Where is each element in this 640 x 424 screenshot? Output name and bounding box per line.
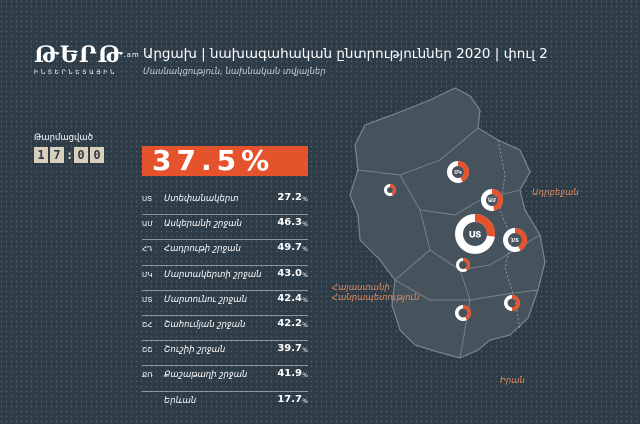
map-inner-border-1 <box>357 127 479 176</box>
region-name: Ասկերանի շրջան <box>164 219 242 230</box>
label-iran: Իրան <box>500 376 525 386</box>
table-row: ՀԴ Հադրութի շրջան 49.7% <box>142 240 308 266</box>
percent-sign: % <box>302 221 308 229</box>
region-code: ՄՏ <box>142 295 153 304</box>
percent-sign: % <box>302 271 308 279</box>
page-subtitle: Մասնակցություն, նախնական տվյալներ <box>143 67 326 77</box>
logo[interactable]: ԹԵՐԹ.am ԻՆՏԵՐՆԵՏԱՅԻՆ <box>34 42 140 82</box>
region-name: Մարտակերտի շրջան <box>164 269 262 280</box>
map-inner-border-6 <box>469 289 539 301</box>
update-time: 1 7 : 0 0 <box>34 147 104 163</box>
time-separator: : <box>66 148 74 162</box>
donut-turnout-ԱՄ <box>481 189 503 211</box>
label-armenia-line1: Հայաստանի <box>332 283 390 293</box>
donut-label-ՄՏ: ՄՏ <box>511 238 519 244</box>
turnout-value: 42.2 <box>277 317 302 329</box>
turnout-value: 46.3 <box>277 217 302 229</box>
turnout-value: 17.7 <box>277 393 302 405</box>
region-code: ՇՇ <box>142 346 153 355</box>
region-name: Երևան <box>164 395 197 406</box>
table-row: ՇՀ Շահումյան շրջան 42.2% <box>142 316 308 342</box>
total-turnout: 37.5% <box>142 146 308 176</box>
table-row: ՔՌ Քաշաթաղի շրջան 41.9% <box>142 366 308 392</box>
percent-sign: % <box>302 372 308 380</box>
time-digit: 7 <box>50 147 64 163</box>
time-digit: 1 <box>34 147 48 163</box>
percent-sign: % <box>302 196 308 203</box>
page-title: Արցախ | նախագահական ընտրություններ 2020 … <box>143 46 548 62</box>
map-inner-border-2 <box>399 174 521 216</box>
donut-turnout-ՍՏ <box>455 214 495 254</box>
donut-label-ԱՄ: ԱՄ <box>488 198 496 204</box>
turnout-value: 39.7 <box>277 343 302 355</box>
donut-turnout-ՇՇ <box>456 258 470 272</box>
table-row: ԱՄ Ասկերանի շրջան 46.3% <box>142 215 308 241</box>
logo-subtitle: ԻՆՏԵՐՆԵՏԱՅԻՆ <box>34 69 117 76</box>
percent-sign: % <box>302 397 308 405</box>
region-name: Քաշաթաղի շրջան <box>164 370 248 381</box>
donut-turnout-ՄՏ <box>503 228 527 252</box>
donut-turnout-ՇՀ <box>384 184 396 196</box>
region-name: Հադրութի շրջան <box>164 244 241 255</box>
percent-sign: % <box>302 296 308 304</box>
percent-sign: % <box>302 246 308 254</box>
turnout-value: 49.7 <box>277 242 302 254</box>
map-inner-border-4 <box>394 249 431 281</box>
map-region-outline <box>349 87 546 359</box>
time-digit: 0 <box>74 147 88 163</box>
table-row: Երևան 17.7% <box>142 392 308 416</box>
donut-label-ՄԿ: ՄԿ <box>454 170 462 176</box>
turnout-value: 43.0 <box>277 267 302 279</box>
percent-sign: % <box>302 347 308 355</box>
region-code: ՇՀ <box>142 320 153 329</box>
turnout-value: 41.9 <box>277 368 302 380</box>
donut-turnout-ՔՌ <box>455 305 471 321</box>
region-code: ՀԴ <box>142 245 153 254</box>
table-row: ՍՏ Ստեփանակերտ 27.2% <box>142 190 308 216</box>
label-azerbaijan: Ադրբեջան <box>532 188 579 198</box>
label-armenia: Հայաստանի Հանրապետություն <box>332 283 420 303</box>
map-contact-line <box>497 139 521 331</box>
time-digit: 0 <box>90 147 104 163</box>
label-armenia-line2: Հանրապետություն <box>332 293 420 303</box>
region-name: Մարտունու շրջան <box>164 294 247 305</box>
turnout-value: 27.2 <box>277 192 302 203</box>
table-row: ՇՇ Շուշիի շրջան 39.7% <box>142 341 308 367</box>
donut-label-ՍՏ: ՍՏ <box>469 231 482 241</box>
region-code: ՔՌ <box>142 371 153 380</box>
region-code: ՄԿ <box>142 270 153 279</box>
region-name: Շահումյան շրջան <box>164 319 246 330</box>
region-name: Ստեփանակերտ <box>164 194 239 204</box>
turnout-table: ՍՏ Ստեփանակերտ 27.2% ԱՄ Ասկերանի շրջան 46.3%… <box>142 190 308 416</box>
table-row: ՄՏ Մարտունու շրջան 42.4% <box>142 291 308 316</box>
turnout-value: 42.4 <box>277 292 302 304</box>
region-code: ՍՏ <box>142 195 153 203</box>
map-inner-border-7 <box>394 279 470 301</box>
percent-sign: % <box>302 321 308 329</box>
logo-wordmark: ԹԵՐԹ.am <box>34 42 140 68</box>
table-row: ՄԿ Մարտակերտի շրջան 43.0% <box>142 266 308 291</box>
donut-turnout-ՄԿ <box>447 161 469 183</box>
donut-turnout-ՀԴ <box>504 295 520 311</box>
updated-label: Թարմացված <box>34 133 93 143</box>
region-name: Շուշիի շրջան <box>164 345 226 356</box>
region-code: ԱՄ <box>142 220 153 229</box>
